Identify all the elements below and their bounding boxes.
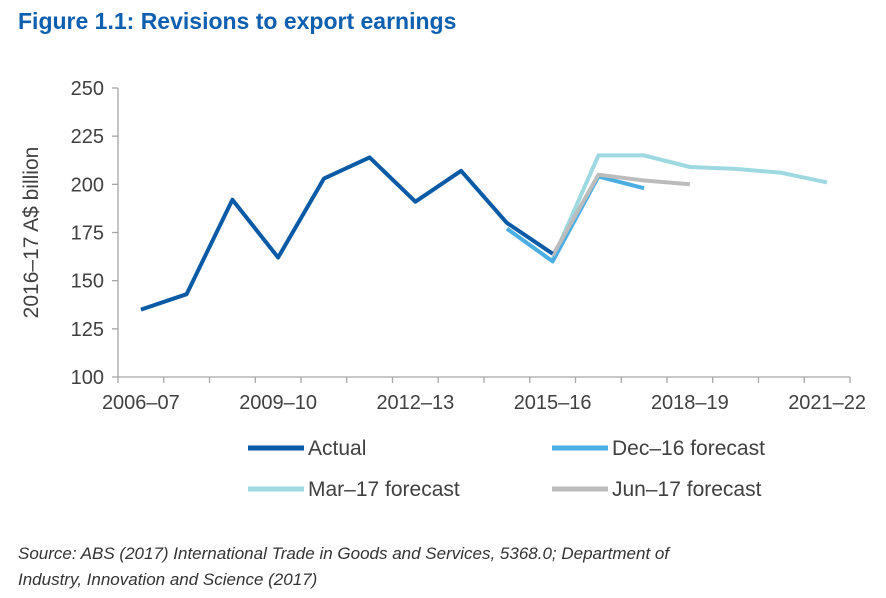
source-line-1: Source: ABS (2017) International Trade i… xyxy=(18,544,670,563)
x-tick-label: 2009–10 xyxy=(239,392,317,414)
legend-label-mar-17-forecast: Mar–17 forecast xyxy=(308,478,460,501)
x-tick-label: 2015–16 xyxy=(514,392,592,414)
series-line-jun-17-forecast xyxy=(550,172,691,257)
legend-label-dec-16-forecast: Dec–16 forecast xyxy=(612,437,765,460)
source-line-2: Industry, Innovation and Science (2017) xyxy=(18,570,318,589)
line-chart: 100 125 150 175 200 225 250 2006–07 2009–10 2012–… xyxy=(20,78,866,501)
legend-label-actual: Actual xyxy=(308,437,366,460)
series-line-mar-17-forecast xyxy=(550,153,828,261)
y-tick-label: 150 xyxy=(71,271,104,293)
series-line-actual xyxy=(140,155,554,312)
y-tick-label: 250 xyxy=(71,78,104,100)
figure-title: Figure 1.1: Revisions to export earnings xyxy=(18,8,457,34)
x-tick-label: 2021–22 xyxy=(788,392,866,414)
source-note: Source: ABS (2017) International Trade i… xyxy=(18,541,868,593)
y-tick-label: 175 xyxy=(71,223,104,245)
x-tick-label: 2006–07 xyxy=(102,392,180,414)
legend-label-jun-17-forecast: Jun–17 forecast xyxy=(612,478,762,501)
y-tick-label: 200 xyxy=(71,174,104,196)
y-tick-label: 225 xyxy=(71,126,104,148)
y-tick-label: 125 xyxy=(71,319,104,341)
x-tick-label: 2018–19 xyxy=(651,392,729,414)
y-axis-title: 2016–17 A$ billion xyxy=(20,147,43,319)
y-tick-label: 100 xyxy=(71,367,104,389)
x-tick-label: 2012–13 xyxy=(376,392,454,414)
